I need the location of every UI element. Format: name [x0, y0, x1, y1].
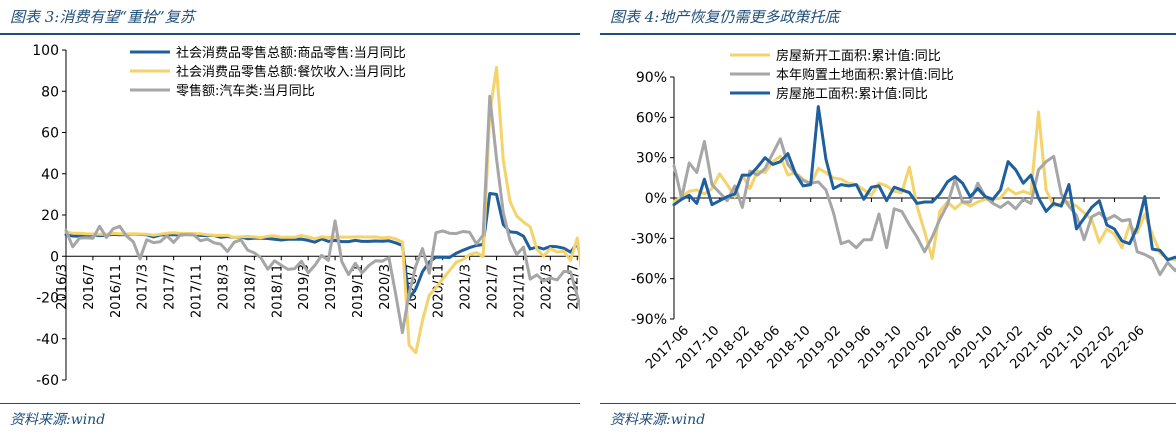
left-chart-title: 图表 3:消费有望“重拾”复苏: [10, 8, 195, 26]
right-y-tick-label: -90%: [631, 312, 667, 328]
right-chart-title: 图表 4:地产恢复仍需更多政策托底: [610, 8, 840, 26]
left-x-tick-label: 2017/11: [190, 264, 205, 318]
left-x-tick-label: 2016/11: [109, 264, 124, 318]
left-chart-svg: -60 -40 -20 0 20 40 60 80 100 2016/3 2016/7 2016/11…: [32, 43, 580, 389]
left-x-tick-label: 2020/3: [378, 264, 393, 310]
left-y-tick-label: 20: [41, 208, 59, 224]
right-y-tick-label: 60%: [636, 110, 667, 126]
left-chart-panel: 图表 3:消费有望“重拾”复苏 -60 -40 -20 0 20 40 60 80 100 201…: [0, 0, 580, 438]
left-x-tick-label: 2017/7: [163, 264, 178, 310]
left-x-tick-label: 2018/11: [270, 264, 285, 318]
left-x-tick-label: 2021/11: [512, 264, 527, 318]
left-title-rule: [0, 33, 580, 35]
left-series-line-2: [64, 94, 580, 335]
right-y-tick-label: 0%: [645, 191, 667, 207]
left-y-tick-label: 40: [41, 167, 59, 183]
right-y-tick-label: 90%: [636, 70, 667, 86]
left-x-tick-label: 2017/3: [136, 264, 151, 310]
left-x-tick-label: 2019/3: [297, 264, 312, 310]
left-y-tick-label: -60: [36, 373, 59, 389]
left-y-tick-label: -20: [36, 291, 59, 307]
left-y-tick-label: 0: [50, 249, 59, 265]
left-y-tick-label: 100: [32, 43, 59, 59]
left-x-tick-label: 2016/3: [55, 264, 70, 310]
left-y-tick-label: 80: [41, 84, 59, 100]
left-x-tick-label: 2018/7: [243, 264, 258, 310]
right-legend-label-0: 房屋新开工面积:累计值:同比: [776, 48, 941, 64]
right-source-rule: [600, 403, 1176, 404]
left-x-tick-label: 2018/3: [216, 264, 231, 310]
left-source-rule: [0, 403, 580, 404]
left-x-tick-label: 2021/7: [486, 264, 501, 310]
right-chart-svg: -90%-60%-30%0%30%60%90%2017-062017-10201…: [631, 48, 1176, 372]
right-y-tick-label: -30%: [631, 231, 667, 247]
left-y-tick-label: -40: [36, 332, 59, 348]
right-y-tick-label: -60%: [631, 272, 667, 288]
left-x-tick-label: 2021/3: [459, 264, 474, 310]
left-source-note: 资料来源:wind: [10, 412, 106, 428]
left-x-tick-label: 2019/7: [324, 264, 339, 310]
left-legend-label-0: 社会消费品零售总额:商品零售:当月同比: [176, 45, 406, 61]
right-series-line-0: [672, 110, 1176, 262]
right-title-rule: [600, 33, 1176, 35]
left-x-tick-label: 2016/7: [82, 264, 97, 310]
right-legend-label-1: 本年购置土地面积:累计值:同比: [776, 67, 954, 83]
right-legend-label-2: 房屋施工面积:累计值:同比: [776, 86, 928, 102]
left-legend-label-1: 社会消费品零售总额:餐饮收入:当月同比: [176, 64, 406, 80]
left-y-tick-label: 60: [41, 126, 59, 142]
left-legend-label-2: 零售额:汽车类:当月同比: [176, 83, 315, 99]
right-y-tick-label: 30%: [636, 151, 667, 167]
left-x-tick-label: 2022/3: [539, 264, 554, 310]
left-x-tick-label: 2019/11: [351, 264, 366, 318]
right-source-note: 资料来源:wind: [610, 412, 706, 428]
left-series-line-1: [64, 65, 580, 355]
right-series-line-2: [672, 105, 1176, 262]
right-chart-panel: 图表 4:地产恢复仍需更多政策托底 -90% -60% -30% 0% 30% 60% 90…: [600, 0, 1176, 438]
